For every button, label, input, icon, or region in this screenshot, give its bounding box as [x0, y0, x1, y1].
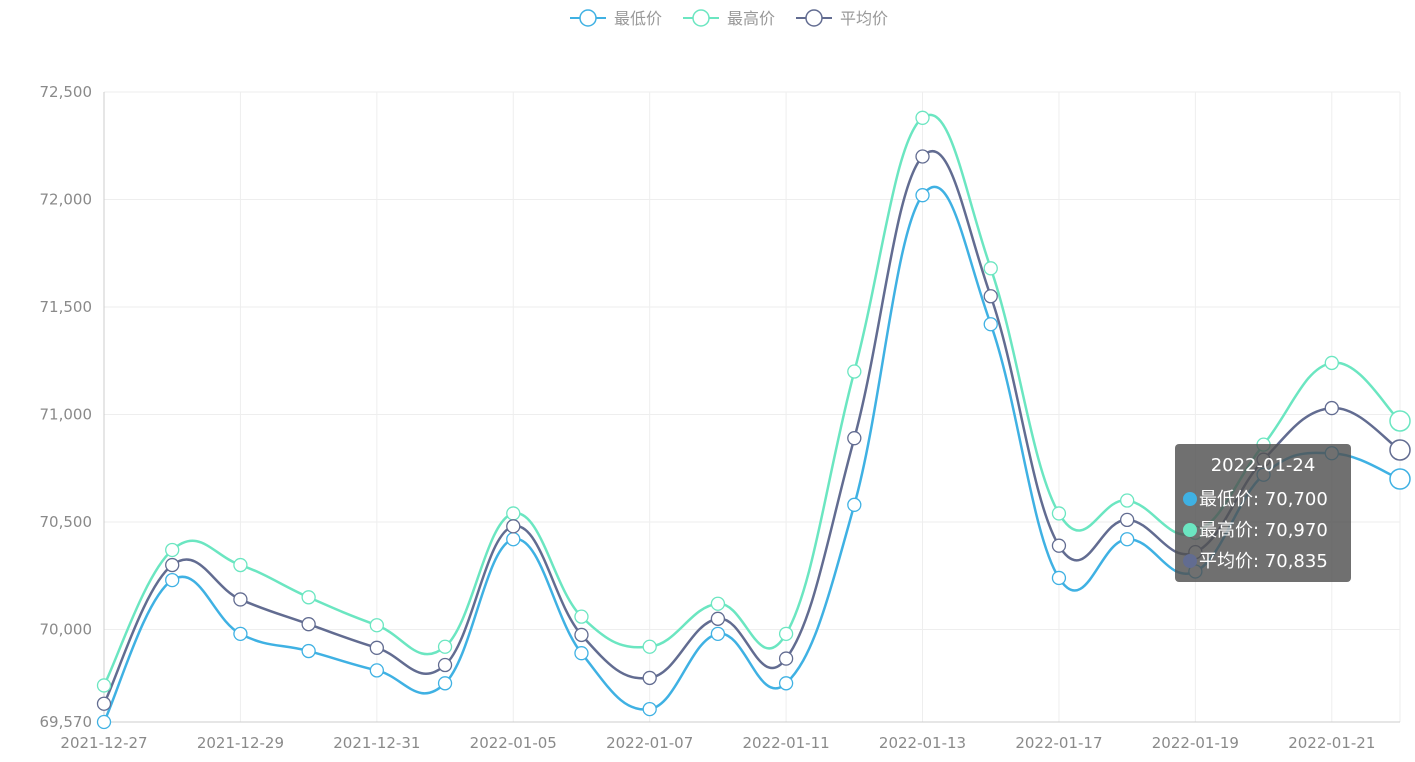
data-point [1051, 538, 1067, 553]
data-point [165, 557, 180, 573]
tooltip-title: 2022-01-24 [1210, 455, 1316, 476]
tooltip-label-max: 最高价: 70,970 [1199, 520, 1328, 541]
y-tick-label: 71,000 [40, 406, 93, 424]
y-tick-label: 72,500 [40, 83, 93, 101]
legend-label: 最高价 [727, 9, 775, 28]
data-point [710, 596, 726, 611]
data-point [1324, 400, 1339, 416]
data-point [1051, 570, 1067, 586]
data-point [369, 640, 384, 655]
legend-item-2[interactable]: 平均价 [796, 9, 888, 28]
grid-lines [104, 91, 1401, 722]
legend-label: 最低价 [614, 9, 662, 28]
data-point [437, 657, 453, 673]
data-point [847, 497, 862, 512]
x-tick-label: 2022-01-13 [879, 734, 966, 752]
series-line-2 [102, 149, 1401, 705]
data-point [1324, 355, 1339, 371]
y-tick-label: 69,570 [40, 713, 93, 731]
data-point [506, 519, 521, 534]
data-point [915, 188, 930, 203]
y-tick-label: 72,000 [40, 191, 93, 209]
data-point [437, 639, 453, 654]
data-point [574, 627, 589, 643]
data-point [1120, 512, 1135, 528]
x-tick-label: 2022-01-17 [1015, 734, 1102, 752]
legend-marker [805, 9, 823, 27]
legend[interactable]: 最低价 最高价 平均价 [570, 9, 888, 28]
legend-marker [692, 9, 710, 27]
x-tick-label: 2022-01-21 [1288, 734, 1375, 752]
tooltip-dot-avg [1183, 554, 1197, 568]
tooltip: 2022-01-24 最低价: 70,700 最高价: 70,970 平均价: … [1175, 444, 1351, 582]
data-point [1389, 439, 1411, 461]
data-point [301, 590, 316, 605]
data-point [983, 317, 998, 332]
tooltip-dot-max [1183, 523, 1197, 537]
tooltip-label-avg: 平均价: 70,835 [1199, 551, 1328, 572]
data-point [369, 618, 384, 633]
data-point [1389, 410, 1411, 432]
data-point [915, 110, 930, 125]
data-point [233, 557, 248, 573]
data-point [233, 592, 248, 607]
tooltip-dot-min [1183, 492, 1197, 506]
data-point [301, 643, 316, 659]
data-point [642, 701, 657, 717]
data-point [165, 542, 180, 558]
data-point [437, 676, 453, 691]
data-point [1389, 468, 1411, 490]
x-tick-label: 2021-12-27 [60, 734, 147, 752]
data-point [574, 609, 589, 624]
tooltip-row-avg: 平均价: 70,835 [1183, 546, 1343, 577]
data-point [1051, 506, 1067, 521]
legend-marker [579, 9, 597, 27]
data-point [301, 617, 316, 632]
data-point [710, 611, 726, 626]
data-point [96, 696, 112, 711]
data-point [506, 506, 521, 521]
data-point [983, 289, 998, 304]
x-tick-label: 2021-12-31 [333, 734, 420, 752]
data-point [710, 626, 726, 641]
data-point [642, 639, 657, 654]
x-tick-label: 2021-12-29 [197, 734, 284, 752]
y-tick-label: 70,500 [40, 513, 93, 531]
x-tick-label: 2022-01-11 [743, 734, 830, 752]
legend-label: 平均价 [840, 9, 888, 28]
data-point [574, 646, 589, 661]
data-point [369, 663, 384, 678]
data-point [778, 676, 794, 691]
x-tick-label: 2022-01-19 [1152, 734, 1239, 752]
legend-item-1[interactable]: 最高价 [683, 9, 775, 28]
data-point [506, 532, 521, 547]
data-point [642, 670, 657, 686]
data-point [915, 149, 930, 164]
data-point [778, 626, 794, 641]
x-tick-label: 2022-01-05 [470, 734, 557, 752]
data-point [1120, 532, 1135, 547]
data-point [165, 572, 180, 588]
y-tick-label: 70,000 [40, 621, 93, 639]
tooltip-row-min: 最低价: 70,700 [1183, 484, 1343, 515]
data-point [96, 714, 112, 730]
tooltip-label-min: 最低价: 70,700 [1199, 489, 1328, 510]
data-point [847, 364, 862, 379]
data-point [233, 626, 248, 641]
series-lines [102, 113, 1401, 723]
data-point [96, 678, 112, 693]
data-point [778, 651, 794, 666]
y-tick-label: 71,500 [40, 298, 93, 316]
series-line-1 [102, 113, 1401, 687]
data-point [1120, 493, 1135, 508]
axes: 69,570 70,000 70,500 71,000 71,500 72,000 72,5… [40, 83, 1400, 752]
legend-item-0[interactable]: 最低价 [570, 9, 662, 28]
tooltip-row-max: 最高价: 70,970 [1183, 515, 1343, 546]
x-tick-label: 2022-01-07 [606, 734, 693, 752]
data-point [847, 431, 862, 446]
data-point [983, 261, 998, 276]
